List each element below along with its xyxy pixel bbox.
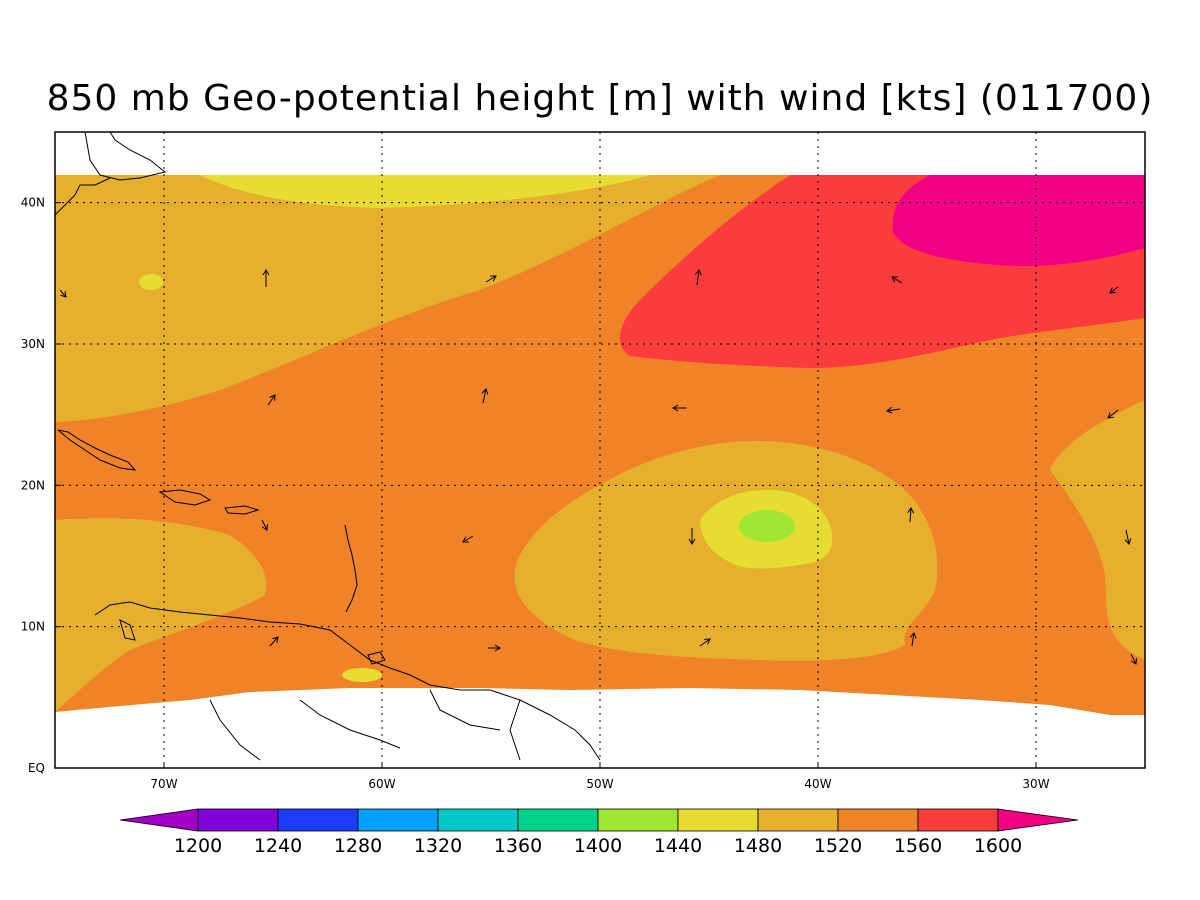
lon-tick-label: 40W <box>804 777 831 791</box>
north-america-coast <box>84 132 167 181</box>
region-1440-1480-north <box>200 175 650 208</box>
region-1600-plus <box>892 175 1145 266</box>
wind-arrow <box>462 535 474 543</box>
longitude-labels: 70W 60W 50W 40W 30W <box>150 762 1050 791</box>
wind-arrow <box>891 276 903 284</box>
lon-tick-label: 50W <box>586 777 613 791</box>
colorbar-arrow-high <box>997 808 1079 832</box>
lon-tick-label: 30W <box>1022 777 1049 791</box>
colorbar-segment <box>597 808 679 832</box>
wind-arrow <box>909 632 917 647</box>
wind-arrow <box>481 388 489 404</box>
wind-arrow <box>485 275 497 283</box>
lesser-antilles <box>344 524 358 613</box>
wind-arrow <box>672 404 686 412</box>
greater-antilles-cuba <box>57 429 137 471</box>
wind-arrow <box>262 269 270 287</box>
region-1440-1480-coast <box>342 668 382 682</box>
lat-tick-label: EQ <box>28 761 45 775</box>
colorbar-segment <box>437 808 519 832</box>
wind-arrow <box>1107 409 1119 419</box>
colorbar-label: 1280 <box>334 835 382 857</box>
lat-tick-label: 40N <box>21 196 45 210</box>
lon-tick-label: 70W <box>150 777 177 791</box>
wind-arrow <box>59 289 67 298</box>
wind-arrow <box>261 519 268 531</box>
northeast-coast <box>55 177 111 216</box>
colorbar: 1200 1240 1280 1320 1360 1400 1440 1480 1520 1560… <box>119 808 1079 857</box>
hispaniola-coast <box>158 489 212 506</box>
graticule <box>55 132 1145 768</box>
colorbar-segment <box>677 808 759 832</box>
lake-maracaibo <box>119 619 136 641</box>
colorbar-segment <box>197 808 279 832</box>
wind-vectors <box>59 269 1137 665</box>
trinidad <box>367 651 386 665</box>
lat-tick-label: 30N <box>21 337 45 351</box>
wind-arrow <box>688 528 696 545</box>
colorbar-label: 1200 <box>174 835 222 857</box>
wind-arrow <box>694 269 702 286</box>
region-1400-1440-core <box>739 510 795 542</box>
colorbar-segment <box>757 808 839 832</box>
region-1480-1520-northwest <box>55 175 720 422</box>
wind-arrow <box>1124 529 1132 545</box>
colorbar-segment <box>357 808 439 832</box>
wind-arrow <box>907 507 915 523</box>
colorbar-label: 1400 <box>574 835 622 857</box>
region-1480-1520-east <box>1050 400 1145 660</box>
colorbar-segment <box>917 808 999 832</box>
wind-arrow <box>267 394 276 406</box>
coastlines <box>55 132 601 761</box>
colorbar-label: 1320 <box>414 835 462 857</box>
colorbar-label: 1240 <box>254 835 302 857</box>
lat-tick-label: 20N <box>21 478 45 492</box>
colorbar-label: 1600 <box>974 835 1022 857</box>
puerto-rico-coast <box>224 505 260 515</box>
colorbar-label: 1360 <box>494 835 542 857</box>
region-1480-1520-southwest <box>55 518 267 712</box>
map-title: 850 mb Geo-potential height [m] with win… <box>46 78 1154 119</box>
colorbar-label: 1560 <box>894 835 942 857</box>
wind-arrow <box>699 638 711 647</box>
colorbar-segment <box>517 808 599 832</box>
region-1440-1480-blob <box>139 274 163 290</box>
lon-tick-label: 60W <box>368 777 395 791</box>
colorbar-segment <box>277 808 359 832</box>
wind-arrow <box>1130 653 1137 665</box>
wind-arrow <box>488 644 501 652</box>
wind-arrow <box>269 636 279 647</box>
wind-arrow <box>1109 286 1119 294</box>
lat-tick-label: 10N <box>21 620 45 634</box>
colorbar-segment <box>837 808 919 832</box>
interior-boundaries <box>209 689 521 761</box>
colorbar-label: 1480 <box>734 835 782 857</box>
colorbar-label: 1520 <box>814 835 862 857</box>
south-america-coast <box>94 601 601 761</box>
height-field <box>55 132 1145 761</box>
latitude-labels: EQ 10N 20N 30N 40N <box>21 196 61 775</box>
colorbar-label: 1440 <box>654 835 702 857</box>
wind-arrow <box>886 406 901 414</box>
colorbar-arrow-low <box>119 808 199 832</box>
